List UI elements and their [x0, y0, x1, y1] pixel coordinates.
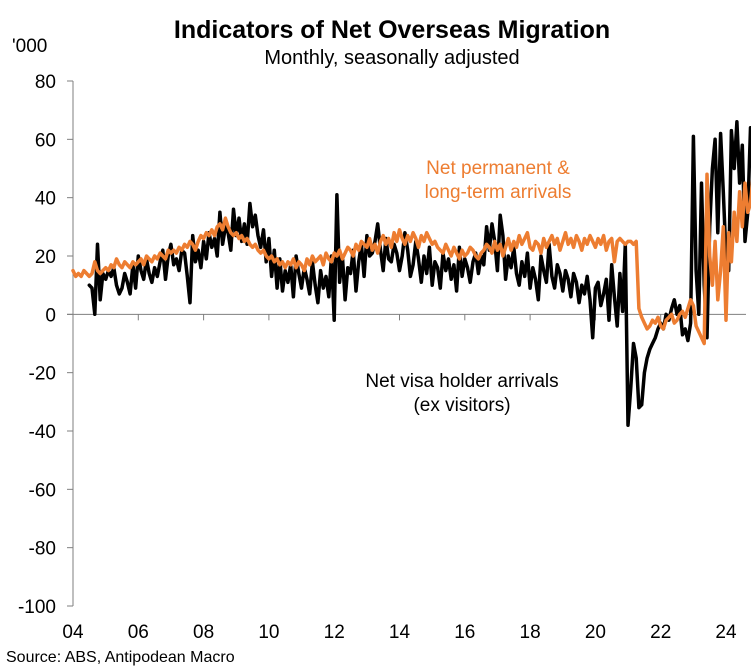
- annotation-permanent-longterm-line1: Net permanent &: [426, 158, 570, 179]
- chart-subtitle: Monthly, seasonally adjusted: [264, 47, 519, 69]
- x-tick-label: 16: [454, 622, 475, 643]
- annotation-permanent-longterm-line2: long-term arrivals: [425, 182, 572, 203]
- y-tick-label: 20: [35, 247, 56, 268]
- x-tick-label: 22: [650, 622, 671, 643]
- axes: 80 60 40 20 0 -20 -40 -60 -80 -100 04 06 08 10 12 14 16 1…: [18, 72, 746, 643]
- y-tick-label: -60: [29, 480, 56, 501]
- annotation-visa-holder-line2: (ex visitors): [413, 395, 510, 416]
- y-tick-label: 60: [35, 130, 56, 151]
- x-tick-label: 18: [520, 622, 541, 643]
- source-note: Source: ABS, Antipodean Macro: [6, 649, 235, 666]
- y-tick-label: -100: [18, 597, 56, 618]
- x-tick-label: 04: [62, 622, 84, 643]
- x-tick-label: 08: [193, 622, 214, 643]
- y-tick-label: -20: [29, 364, 56, 385]
- y-axis-unit-label: '000: [12, 36, 47, 57]
- x-tick-label: 20: [585, 622, 606, 643]
- x-tick-label: 14: [389, 622, 411, 643]
- x-tick-label: 24: [715, 622, 737, 643]
- y-tick-label: -80: [29, 539, 56, 560]
- series-line-visa-holder-arrivals: [87, 120, 751, 427]
- y-tick-label: 40: [35, 189, 56, 210]
- x-tick-label: 06: [128, 622, 149, 643]
- chart-title: Indicators of Net Overseas Migration: [174, 16, 610, 44]
- annotation-visa-holder-line1: Net visa holder arrivals: [365, 371, 558, 392]
- series-group: [71, 120, 751, 427]
- y-tick-label: 80: [35, 72, 56, 93]
- series-line-permanent-longterm-arrivals: [71, 172, 751, 346]
- y-tick-label: -40: [29, 422, 56, 443]
- x-tick-label: 12: [324, 622, 345, 643]
- y-tick-label: 0: [45, 305, 56, 326]
- x-tick-label: 10: [258, 622, 279, 643]
